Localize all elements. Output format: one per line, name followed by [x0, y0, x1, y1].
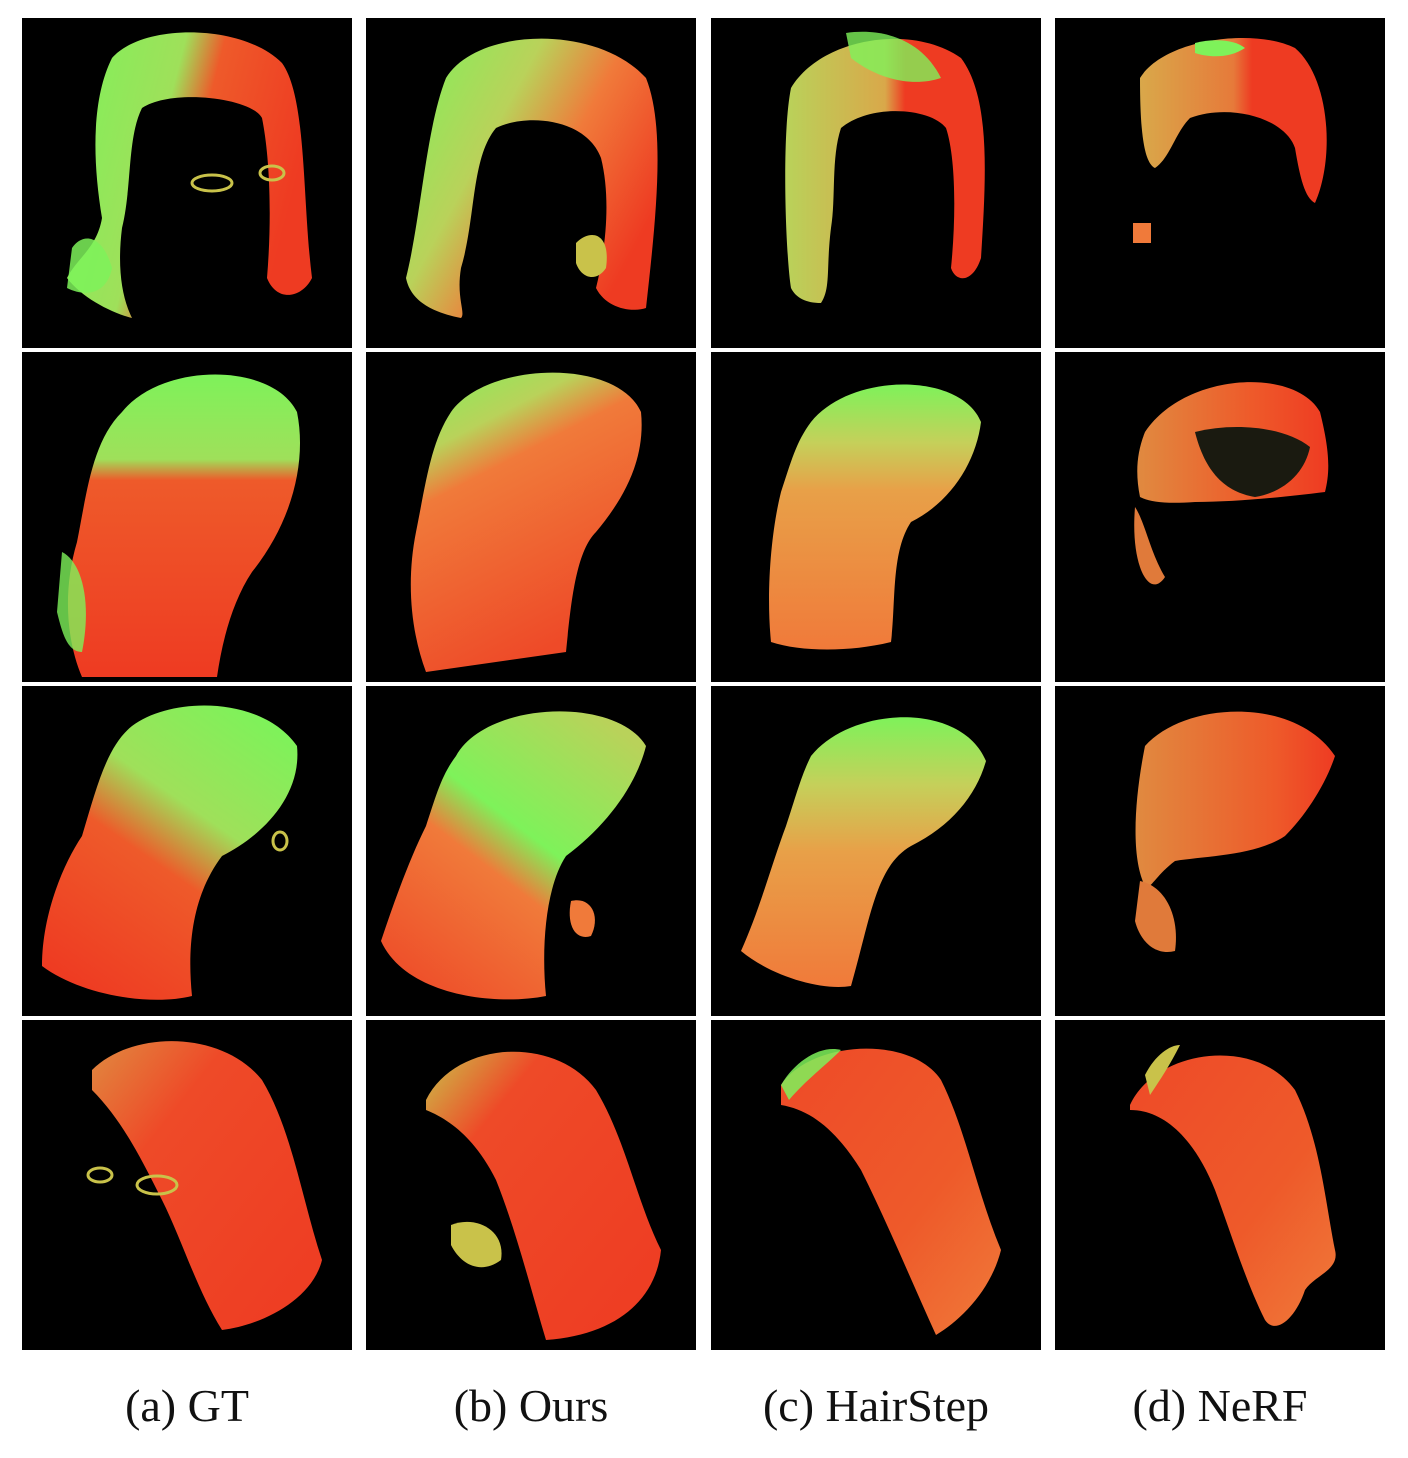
caption-nerf: (d) NeRF [1132, 1380, 1308, 1431]
panel-r3-ours [366, 686, 696, 1016]
hair-render [57, 374, 300, 677]
panel-r3-nerf [1055, 686, 1385, 1016]
caption-ours: (b) Ours [453, 1380, 609, 1431]
hair-render [67, 32, 312, 319]
panel-r4-hairstep [711, 1020, 1041, 1350]
hair-render [410, 372, 642, 672]
hair-render [1134, 382, 1329, 585]
hair-render [42, 705, 298, 1000]
panel-r1-ours [366, 18, 696, 348]
hair-render [426, 1051, 661, 1340]
panel-r2-ours [366, 352, 696, 682]
panel-r2-nerf [1055, 352, 1385, 682]
hair-render [1133, 38, 1327, 243]
figure-grid [22, 18, 1385, 1350]
panel-r1-nerf [1055, 18, 1385, 348]
caption-hairstep: (c) HairStep [762, 1380, 990, 1431]
panel-r4-nerf [1055, 1020, 1385, 1350]
hair-render [86, 1041, 322, 1330]
hair-render [769, 384, 981, 650]
hair-render [785, 31, 985, 303]
panel-r2-gt [22, 352, 352, 682]
hair-render [1135, 711, 1335, 952]
hair-render [741, 717, 986, 987]
panel-r3-gt [22, 686, 352, 1016]
panel-r2-hairstep [711, 352, 1041, 682]
hair-render [1130, 1045, 1336, 1326]
panel-r4-ours [366, 1020, 696, 1350]
panel-r1-gt [22, 18, 352, 348]
hair-render [406, 38, 658, 319]
panel-r1-hairstep [711, 18, 1041, 348]
hair-render [781, 1048, 1001, 1335]
panel-r4-gt [22, 1020, 352, 1350]
caption-gt: (a) GT [125, 1380, 249, 1431]
hair-render [381, 711, 646, 1000]
panel-r3-hairstep [711, 686, 1041, 1016]
